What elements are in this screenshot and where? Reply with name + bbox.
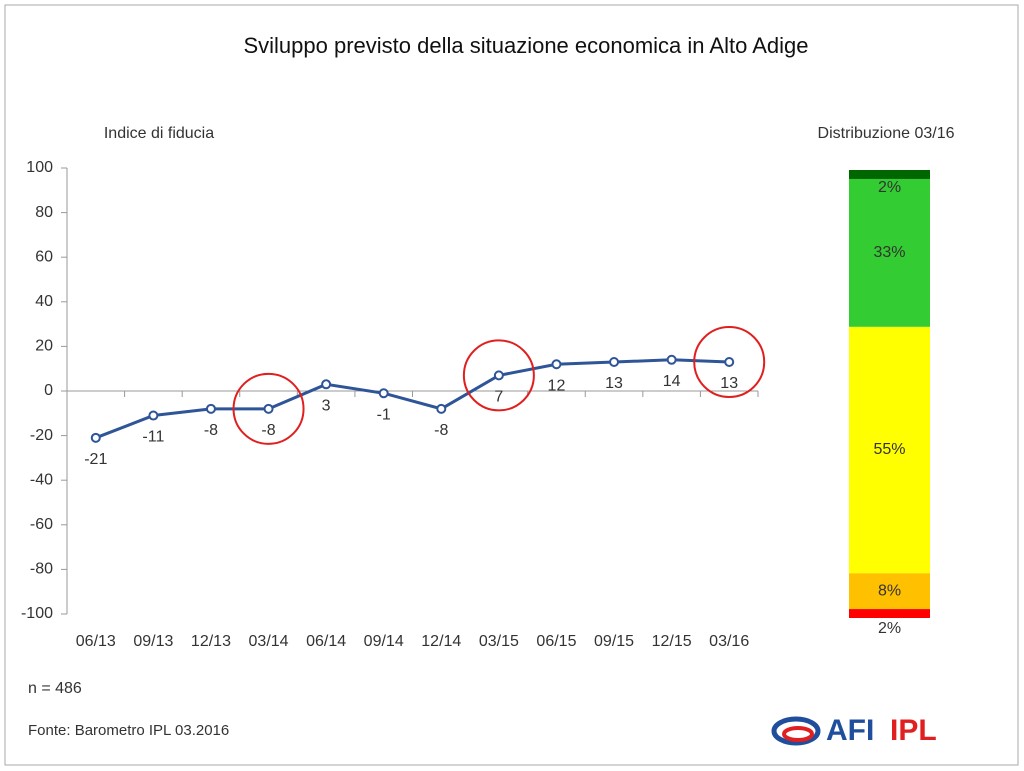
x-tick-label: 12/14	[421, 633, 461, 650]
highlight	[462, 339, 535, 412]
y-tick-label: -40	[30, 471, 53, 488]
data-label: -8	[261, 422, 275, 439]
y-tick-label: -100	[21, 605, 53, 622]
marker	[666, 354, 677, 365]
y-tick-label: -60	[30, 516, 53, 533]
y-tick-label: -20	[30, 427, 53, 444]
x-tick-label: 03/14	[249, 633, 289, 650]
highlight	[232, 372, 305, 445]
bar-segment	[849, 326, 930, 574]
x-tick-label: 03/16	[709, 633, 749, 650]
y-tick-label: 0	[44, 382, 53, 399]
source: Fonte: Barometro IPL 03.2016	[28, 722, 229, 739]
highlight	[693, 326, 766, 399]
marker	[90, 432, 101, 443]
y-tick-label: 80	[35, 204, 53, 221]
y-axis-label: Indice di fiducia	[104, 125, 214, 142]
data-label: 13	[605, 375, 623, 392]
data-label: 2%	[878, 620, 901, 637]
y-tick-label: 60	[35, 248, 53, 265]
x-tick-label: 09/13	[133, 633, 173, 650]
bar-segment	[849, 609, 930, 618]
data-label: 12	[548, 377, 566, 394]
marker	[436, 403, 447, 414]
x-tick-label: 09/15	[594, 633, 634, 650]
data-label: 55%	[873, 441, 905, 458]
x-tick-label: 03/15	[479, 633, 519, 650]
marker	[609, 357, 620, 368]
bar-segment	[849, 178, 930, 327]
bar-segment	[849, 170, 930, 179]
data-label: 14	[663, 373, 681, 390]
logo-icon	[782, 726, 814, 742]
logo-text: AFI	[826, 714, 874, 747]
marker	[148, 410, 159, 421]
y-tick-label: -80	[30, 561, 53, 578]
x-tick-label: 12/13	[191, 633, 231, 650]
logo-icon	[771, 716, 821, 746]
data-label: 2%	[878, 179, 901, 196]
marker	[493, 370, 504, 381]
data-label: 8%	[878, 582, 901, 599]
data-label: -21	[84, 451, 107, 468]
logo: AFI IPL	[771, 714, 937, 747]
marker	[551, 359, 562, 370]
x-tick-label: 09/14	[364, 633, 404, 650]
bar-title: Distribuzione 03/16	[818, 125, 955, 142]
y-tick-label: 40	[35, 293, 53, 310]
x-tick-label: 12/15	[652, 633, 692, 650]
marker	[321, 379, 332, 390]
chart-title: Sviluppo previsto della situazione econo…	[243, 33, 808, 58]
data-label: -8	[204, 422, 218, 439]
marker	[378, 388, 389, 399]
marker	[724, 357, 735, 368]
data-label: 33%	[873, 244, 905, 261]
y-tick-label: 100	[26, 159, 53, 176]
bar-segment	[849, 573, 930, 610]
data-label: 13	[720, 375, 738, 392]
data-label: 7	[494, 389, 503, 406]
x-tick-label: 06/14	[306, 633, 346, 650]
data-label: -8	[434, 422, 448, 439]
marker	[263, 403, 274, 414]
data-label: -11	[142, 429, 164, 446]
data-label: 3	[322, 398, 331, 415]
marker	[205, 403, 216, 414]
x-tick-label: 06/15	[536, 633, 576, 650]
sample-note: n = 486	[28, 680, 82, 697]
line	[95, 358, 730, 440]
y-tick-label: 20	[35, 338, 53, 355]
data-label: -1	[377, 406, 391, 423]
logo-text: IPL	[890, 714, 937, 747]
x-tick-label: 06/13	[76, 633, 116, 650]
